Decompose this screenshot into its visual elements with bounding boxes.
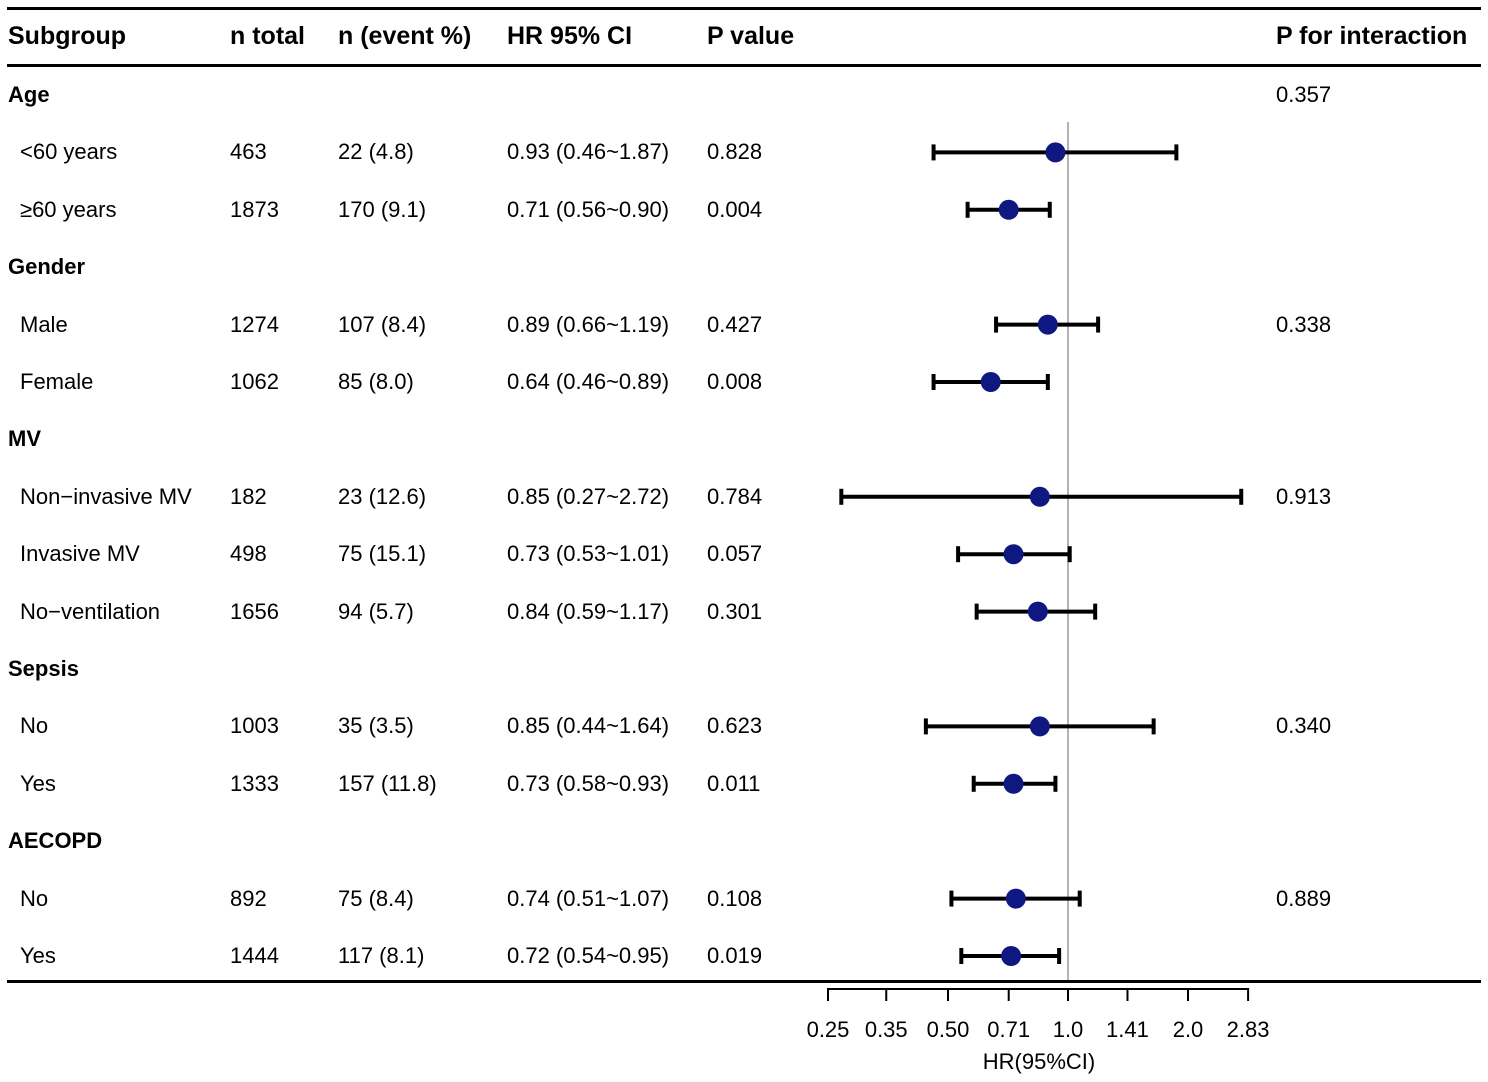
cell-hr-text: 0.71 (0.56~0.90) xyxy=(507,196,670,222)
cell-hr-text: 0.85 (0.44~1.64) xyxy=(507,713,670,739)
group-label: Gender xyxy=(8,254,86,280)
cell-n-total: 463 xyxy=(230,139,267,165)
cell-n-total: 1656 xyxy=(230,598,279,624)
cell-n-total: 1873 xyxy=(230,196,279,222)
hr-point xyxy=(1029,486,1050,507)
cell-n-total: 892 xyxy=(230,885,267,911)
x-tick-label: 0.35 xyxy=(864,1017,908,1042)
header-p-interaction: P for interaction xyxy=(1276,22,1468,50)
cell-n-total: 1003 xyxy=(230,713,279,739)
cell-p: 0.008 xyxy=(707,369,763,394)
hr-point xyxy=(1003,773,1024,794)
cell-p: 0.784 xyxy=(707,483,763,509)
cell-p: 0.427 xyxy=(707,311,763,337)
hr-point xyxy=(1001,946,1022,966)
cell-hr-text: 0.84 (0.59~1.17) xyxy=(507,598,670,624)
subgroup-label: No xyxy=(20,713,49,739)
subgroup-label: ≥60 years xyxy=(20,196,117,222)
cell-p: 0.301 xyxy=(707,598,763,624)
hr-point xyxy=(998,199,1019,220)
bottom-rule xyxy=(7,980,1481,983)
group-label: Sepsis xyxy=(8,656,79,681)
header-n-event: n (event %) xyxy=(338,22,472,50)
group-label: Age xyxy=(8,82,50,107)
group-label: AECOPD xyxy=(8,828,103,854)
cell-hr-text: 0.73 (0.53~1.01) xyxy=(507,541,670,567)
top-rule xyxy=(7,7,1481,10)
cell-hr-text: 0.85 (0.27~2.72) xyxy=(507,483,670,509)
subgroup-label: <60 years xyxy=(20,139,118,165)
subgroup-label: Yes xyxy=(20,943,56,968)
cell-hr-text: 0.93 (0.46~1.87) xyxy=(507,139,670,165)
hr-point xyxy=(1029,716,1050,737)
header-subgroup: Subgroup xyxy=(8,22,127,50)
cell-p-interaction: 0.913 xyxy=(1276,483,1332,509)
cell-n-event: 22 (4.8) xyxy=(338,139,414,165)
hr-point xyxy=(1003,544,1024,565)
cell-n-total: 1274 xyxy=(230,311,279,337)
x-axis-label: HR(95%CI) xyxy=(982,1049,1096,1074)
cell-n-total: 1333 xyxy=(230,770,279,796)
cell-p: 0.004 xyxy=(707,196,763,222)
cell-n-event: 23 (12.6) xyxy=(338,483,427,509)
x-tick-label: 0.71 xyxy=(987,1017,1031,1042)
hr-point xyxy=(1005,888,1026,909)
cell-p: 0.108 xyxy=(707,885,763,911)
cell-p-interaction: 0.340 xyxy=(1276,713,1332,739)
subgroup-label: Male xyxy=(20,311,68,337)
subgroup-label: No−ventilation xyxy=(20,598,161,624)
header-hr: HR 95% CI xyxy=(507,22,633,50)
hr-point xyxy=(1045,142,1066,163)
cell-n-event: 85 (8.0) xyxy=(338,369,414,394)
cell-p-interaction: 0.338 xyxy=(1276,311,1332,337)
cell-n-total: 1444 xyxy=(230,943,279,968)
cell-p-interaction: 0.357 xyxy=(1276,82,1332,107)
header-rule xyxy=(7,64,1481,67)
cell-p: 0.057 xyxy=(707,541,763,567)
subgroup-label: Non−invasive MV xyxy=(20,483,192,509)
header-p-value: P value xyxy=(707,22,795,50)
hr-point xyxy=(1037,314,1058,335)
subgroup-label: No xyxy=(20,885,49,911)
cell-p: 0.623 xyxy=(707,713,763,739)
cell-n-event: 170 (9.1) xyxy=(338,196,427,222)
x-tick-label: 1.41 xyxy=(1106,1017,1149,1042)
cell-p: 0.828 xyxy=(707,139,763,165)
hr-point xyxy=(1027,601,1048,622)
subgroup-label: Invasive MV xyxy=(20,541,140,567)
hr-point xyxy=(980,372,1001,392)
cell-hr-text: 0.74 (0.51~1.07) xyxy=(507,885,670,911)
cell-hr-text: 0.64 (0.46~0.89) xyxy=(507,369,670,394)
cell-hr-text: 0.73 (0.58~0.93) xyxy=(507,770,670,796)
cell-hr-text: 0.89 (0.66~1.19) xyxy=(507,311,670,337)
x-tick-label: 0.25 xyxy=(806,1017,850,1042)
x-tick-label: 1.0 xyxy=(1052,1017,1084,1042)
cell-p: 0.019 xyxy=(707,943,763,968)
cell-n-event: 157 (11.8) xyxy=(338,770,437,796)
cell-p: 0.011 xyxy=(707,770,761,796)
x-tick-label: 0.50 xyxy=(926,1017,970,1042)
subgroup-label: Female xyxy=(20,369,94,394)
header-n-total: n total xyxy=(230,22,305,50)
group-label: MV xyxy=(8,426,41,452)
subgroup-label: Yes xyxy=(20,770,56,796)
cell-n-event: 107 (8.4) xyxy=(338,311,427,337)
x-tick-label: 2.83 xyxy=(1226,1017,1270,1042)
cell-p-interaction: 0.889 xyxy=(1276,885,1332,911)
cell-n-event: 35 (3.5) xyxy=(338,713,414,739)
cell-n-total: 1062 xyxy=(230,369,279,394)
cell-hr-text: 0.72 (0.54~0.95) xyxy=(507,943,670,968)
cell-n-total: 182 xyxy=(230,483,267,509)
cell-n-event: 117 (8.1) xyxy=(338,943,425,968)
cell-n-event: 75 (15.1) xyxy=(338,541,427,567)
x-tick-label: 2.0 xyxy=(1172,1017,1204,1042)
cell-n-event: 94 (5.7) xyxy=(338,598,414,624)
cell-n-total: 498 xyxy=(230,541,267,567)
cell-n-event: 75 (8.4) xyxy=(338,885,414,911)
